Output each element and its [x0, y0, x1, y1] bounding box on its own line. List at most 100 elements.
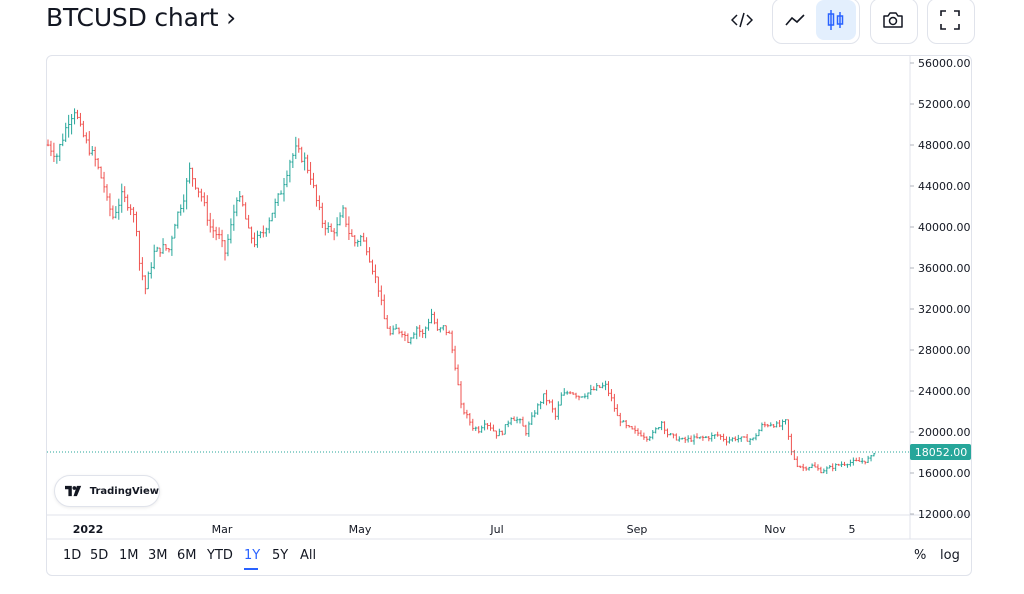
range-button-6m[interactable]: 6M — [177, 548, 197, 563]
ohlc-bar — [657, 427, 660, 430]
ohlc-bar — [185, 178, 188, 210]
y-tick-label: 12000.00 — [918, 508, 971, 521]
ohlc-bar — [813, 462, 817, 468]
ohlc-bar — [123, 186, 126, 203]
ohlc-bar — [232, 204, 236, 231]
log-toggle[interactable]: log — [940, 548, 960, 563]
ohlc-bar — [306, 154, 309, 174]
ohlc-bar — [863, 460, 867, 465]
ohlc-bar — [362, 232, 365, 242]
ohlc-bar — [471, 418, 475, 431]
ohlc-bar — [126, 194, 129, 211]
ohlc-bar — [226, 234, 230, 257]
ohlc-bar — [380, 285, 383, 306]
ohlc-bar — [46, 139, 50, 147]
ohlc-bar — [474, 426, 478, 432]
ohlc-bar — [787, 419, 790, 440]
ohlc-bar — [377, 276, 380, 297]
line-style-button[interactable] — [775, 0, 815, 40]
snapshot-button[interactable] — [873, 0, 913, 40]
y-tick-label: 36000.00 — [918, 262, 971, 275]
ohlc-bar — [630, 426, 634, 430]
ohlc-bar — [745, 434, 749, 442]
y-tick-label: 40000.00 — [918, 221, 971, 234]
range-button-3m[interactable]: 3M — [148, 548, 168, 563]
ohlc-bar — [624, 420, 628, 429]
ohlc-bar — [760, 422, 764, 432]
ohlc-bar — [503, 424, 507, 435]
ohlc-bar — [456, 364, 460, 386]
ohlc-bar — [778, 419, 781, 428]
price-axis[interactable]: 56000.00 52000.00 48000.00 44000.00 40000.00… — [910, 57, 971, 521]
ohlc-bar — [82, 120, 85, 138]
ohlc-bar — [418, 324, 421, 337]
ohlc-bar — [775, 421, 778, 428]
range-button-ytd[interactable]: YTD — [207, 548, 233, 563]
range-button-1d[interactable]: 1D — [63, 548, 82, 563]
range-button-5d[interactable]: 5D — [90, 548, 109, 563]
ohlc-bar — [64, 122, 67, 142]
ohlc-bar — [433, 311, 436, 325]
ohlc-bar — [67, 114, 70, 138]
y-tick-label: 32000.00 — [918, 303, 971, 316]
ohlc-bar — [453, 345, 457, 371]
ohlc-bar — [501, 430, 504, 436]
ohlc-bar — [321, 202, 324, 229]
ohlc-bar — [695, 433, 699, 439]
ohlc-bar — [164, 244, 168, 251]
ohlc-bar — [385, 314, 389, 329]
ohlc-bar — [167, 248, 171, 253]
ohlc-bar — [259, 231, 262, 239]
range-button-1m[interactable]: 1M — [119, 548, 139, 563]
ohlc-bar — [309, 161, 312, 185]
ohlc-bar — [427, 318, 430, 331]
ohlc-bar — [857, 457, 861, 462]
ohlc-bar — [114, 206, 118, 219]
ohlc-bar — [265, 227, 268, 237]
ohlc-bar — [689, 435, 693, 443]
time-axis[interactable]: 2022 Mar May Jul Sep Nov 5 — [73, 523, 856, 536]
ohlc-bar — [76, 109, 79, 120]
ohlc-bar — [678, 436, 681, 442]
ohlc-bar — [654, 427, 657, 434]
ohlc-bar — [834, 463, 837, 472]
ohlc-bar — [182, 194, 185, 213]
x-tick-label: Mar — [212, 523, 233, 536]
ohlc-bar — [843, 461, 846, 467]
ohlc-bar — [872, 452, 876, 457]
tradingview-watermark[interactable]: TradingView — [54, 475, 160, 507]
y-tick-label: 20000.00 — [918, 426, 971, 439]
ohlc-bar — [562, 388, 566, 396]
page-title[interactable]: BTCUSD chart › — [46, 3, 236, 32]
ohlc-bar — [421, 329, 424, 338]
ohlc-bar — [604, 380, 607, 391]
ohlc-bar — [256, 230, 259, 248]
range-button-5y[interactable]: 5Y — [272, 548, 289, 563]
ohlc-bar — [713, 434, 716, 439]
ohlc-bar — [784, 419, 787, 425]
ohlc-bar — [527, 421, 531, 437]
embed-button[interactable] — [722, 0, 762, 40]
range-button-1y[interactable]: 1Y — [244, 548, 261, 563]
ohlc-bar — [731, 437, 734, 442]
ohlc-bar — [734, 436, 737, 442]
ohlc-bar — [509, 417, 513, 426]
ohlc-bar — [344, 207, 348, 228]
ohlc-bar — [356, 239, 360, 247]
ohlc-bar — [318, 195, 321, 211]
ohlc-bar — [173, 223, 177, 239]
percent-toggle[interactable]: % — [914, 548, 927, 563]
ohlc-bar — [548, 399, 551, 404]
ohlc-bar — [545, 389, 548, 406]
range-button-all[interactable]: All — [300, 548, 317, 563]
ohlc-bar — [512, 416, 516, 421]
bar-style-button[interactable] — [816, 0, 856, 40]
ohlc-bar — [341, 205, 345, 219]
ohlc-bar — [698, 436, 702, 440]
ohlc-bar — [852, 457, 855, 466]
ohlc-bar — [244, 202, 247, 220]
fullscreen-button[interactable] — [930, 0, 970, 40]
y-tick-label: 16000.00 — [918, 467, 971, 480]
ohlc-bar — [347, 216, 351, 241]
